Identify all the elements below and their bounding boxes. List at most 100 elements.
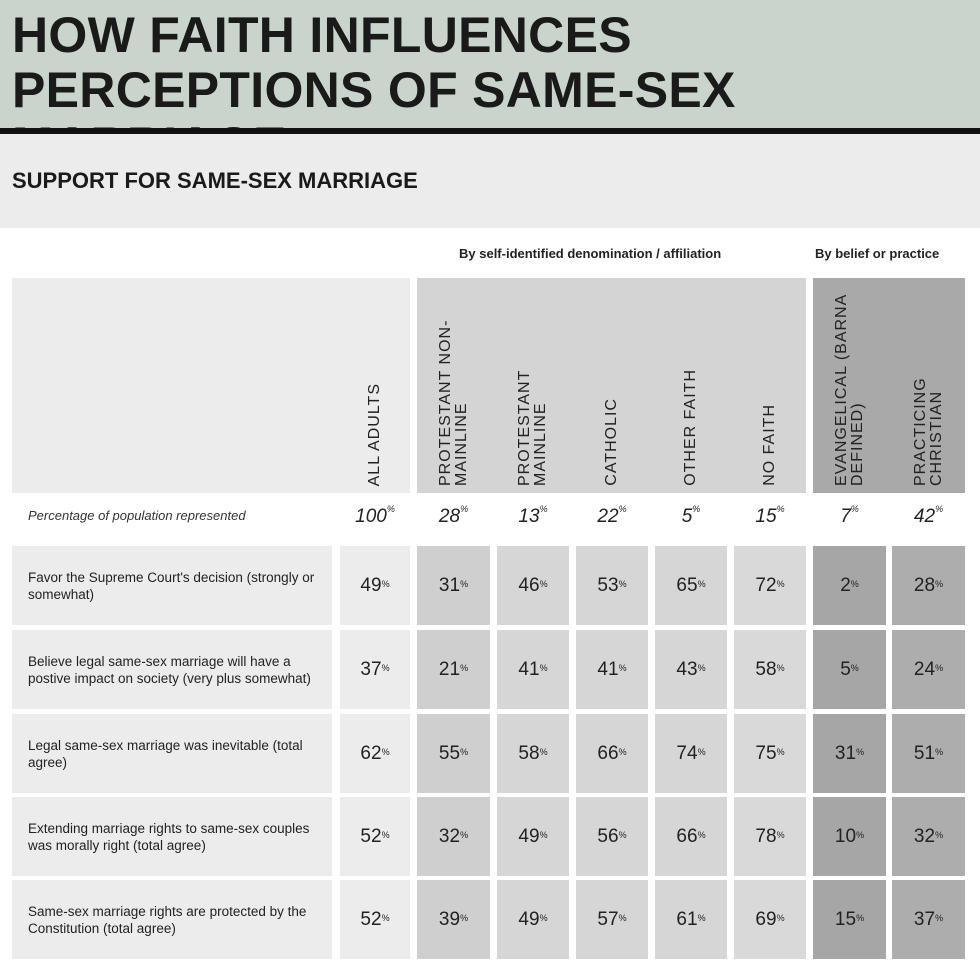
row-label-text: Believe legal same-sex marriage will hav… [28, 653, 311, 686]
group-label-denomination: By self-identified denomination / affili… [459, 246, 722, 261]
row-label: Legal same-sex marriage was inevitable (… [12, 714, 332, 793]
page-title: HOW FAITH INFLUENCES PERCEPTIONS OF SAME… [12, 8, 980, 173]
table-cell: 28% [892, 546, 965, 625]
row-label-text: Legal same-sex marriage was inevitable (… [28, 737, 303, 770]
column-header-text: CATHOLIC [603, 398, 620, 486]
header-bg-denomination [417, 278, 806, 493]
percent-sign: % [381, 578, 390, 589]
table-cell: 53% [576, 546, 648, 625]
population-label: Percentage of population represented [28, 508, 246, 523]
percent-sign: % [856, 829, 865, 840]
percent-sign: % [460, 504, 469, 514]
table-cell: 49% [497, 880, 569, 959]
percent-sign: % [935, 912, 944, 923]
percent-sign: % [697, 829, 706, 840]
table-cell: 31% [813, 714, 886, 793]
column-header: PROTESTANT MAINLINE [497, 290, 569, 486]
table-cell: 2% [813, 546, 886, 625]
table-cell: 58% [734, 630, 806, 709]
percent-sign: % [460, 578, 469, 589]
percent-sign: % [381, 662, 390, 673]
column-header-text: ALL ADULTS [366, 382, 383, 486]
column-header: ALL ADULTS [340, 290, 410, 486]
column-header: OTHER FAITH [655, 290, 727, 486]
percent-sign: % [460, 746, 469, 757]
percent-sign: % [386, 504, 395, 514]
percent-sign: % [539, 829, 548, 840]
percent-sign: % [539, 912, 548, 923]
percent-sign: % [539, 578, 548, 589]
table-cell: 24% [892, 630, 965, 709]
percent-sign: % [460, 662, 469, 673]
table-cell: 49% [340, 546, 410, 625]
percent-sign: % [850, 662, 859, 673]
percent-sign: % [618, 578, 627, 589]
table-cell: 74% [655, 714, 727, 793]
table-cell: 72% [734, 546, 806, 625]
percent-sign: % [539, 504, 548, 514]
population-value: 28% [438, 504, 469, 527]
table-cell: 51% [892, 714, 965, 793]
table-cell: 46% [497, 546, 569, 625]
table-title: SUPPORT FOR SAME-SEX MARRIAGE [12, 168, 418, 193]
table-cell: 37% [340, 630, 410, 709]
table-cell: 57% [576, 880, 648, 959]
table-cell: 32% [892, 797, 965, 876]
percent-sign: % [618, 746, 627, 757]
table-cell: 65% [655, 546, 727, 625]
table-cell: 41% [576, 630, 648, 709]
header-bg-label [12, 278, 410, 493]
table-cell: 66% [576, 714, 648, 793]
percent-sign: % [618, 504, 627, 514]
percent-sign: % [850, 578, 859, 589]
group-label-belief: By belief or practice [815, 246, 940, 261]
percent-sign: % [539, 746, 548, 757]
percent-sign: % [935, 746, 944, 757]
column-header-text: OTHER FAITH [682, 369, 699, 486]
percent-sign: % [776, 662, 785, 673]
percent-sign: % [697, 662, 706, 673]
table-cell: 78% [734, 797, 806, 876]
column-header-text: PRACTICING CHRISTIAN [911, 377, 945, 486]
title-band [0, 0, 980, 128]
subtitle-band [0, 134, 980, 228]
table-cell: 52% [340, 880, 410, 959]
column-header: PROTESTANT NON-MAINLINE [417, 290, 490, 486]
population-value: 5% [681, 504, 701, 527]
percent-sign: % [381, 912, 390, 923]
column-header-text: PROTESTANT NON-MAINLINE [436, 319, 470, 486]
population-value: 22% [597, 504, 627, 527]
percent-sign: % [381, 829, 390, 840]
population-value: 100% [355, 504, 395, 527]
row-label-text: Extending marriage rights to same-sex co… [28, 820, 310, 853]
percent-sign: % [935, 829, 944, 840]
percent-sign: % [776, 912, 785, 923]
percent-sign: % [850, 504, 859, 514]
percent-sign: % [697, 746, 706, 757]
percent-sign: % [935, 578, 944, 589]
table-cell: 52% [340, 797, 410, 876]
percent-sign: % [697, 578, 706, 589]
divider [0, 128, 980, 134]
row-label: Same-sex marriage rights are protected b… [12, 880, 332, 959]
population-value: 13% [518, 504, 548, 527]
percent-sign: % [697, 912, 706, 923]
table-cell: 15% [813, 880, 886, 959]
percent-sign: % [776, 829, 785, 840]
row-label-text: Same-sex marriage rights are protected b… [28, 903, 307, 936]
population-value: 42% [913, 504, 944, 527]
table-cell: 62% [340, 714, 410, 793]
table-cell: 31% [417, 546, 490, 625]
column-header: NO FAITH [734, 290, 806, 486]
column-header: PRACTICING CHRISTIAN [892, 290, 965, 486]
table-cell: 69% [734, 880, 806, 959]
table-cell: 43% [655, 630, 727, 709]
percent-sign: % [460, 829, 469, 840]
table-cell: 32% [417, 797, 490, 876]
row-label-text: Favor the Supreme Court's decision (stro… [28, 569, 315, 602]
table-cell: 58% [497, 714, 569, 793]
column-header-text: PROTESTANT MAINLINE [516, 369, 549, 486]
title-line-1: HOW FAITH INFLUENCES [12, 7, 632, 63]
row-label: Believe legal same-sex marriage will hav… [12, 630, 332, 709]
percent-sign: % [539, 662, 548, 673]
